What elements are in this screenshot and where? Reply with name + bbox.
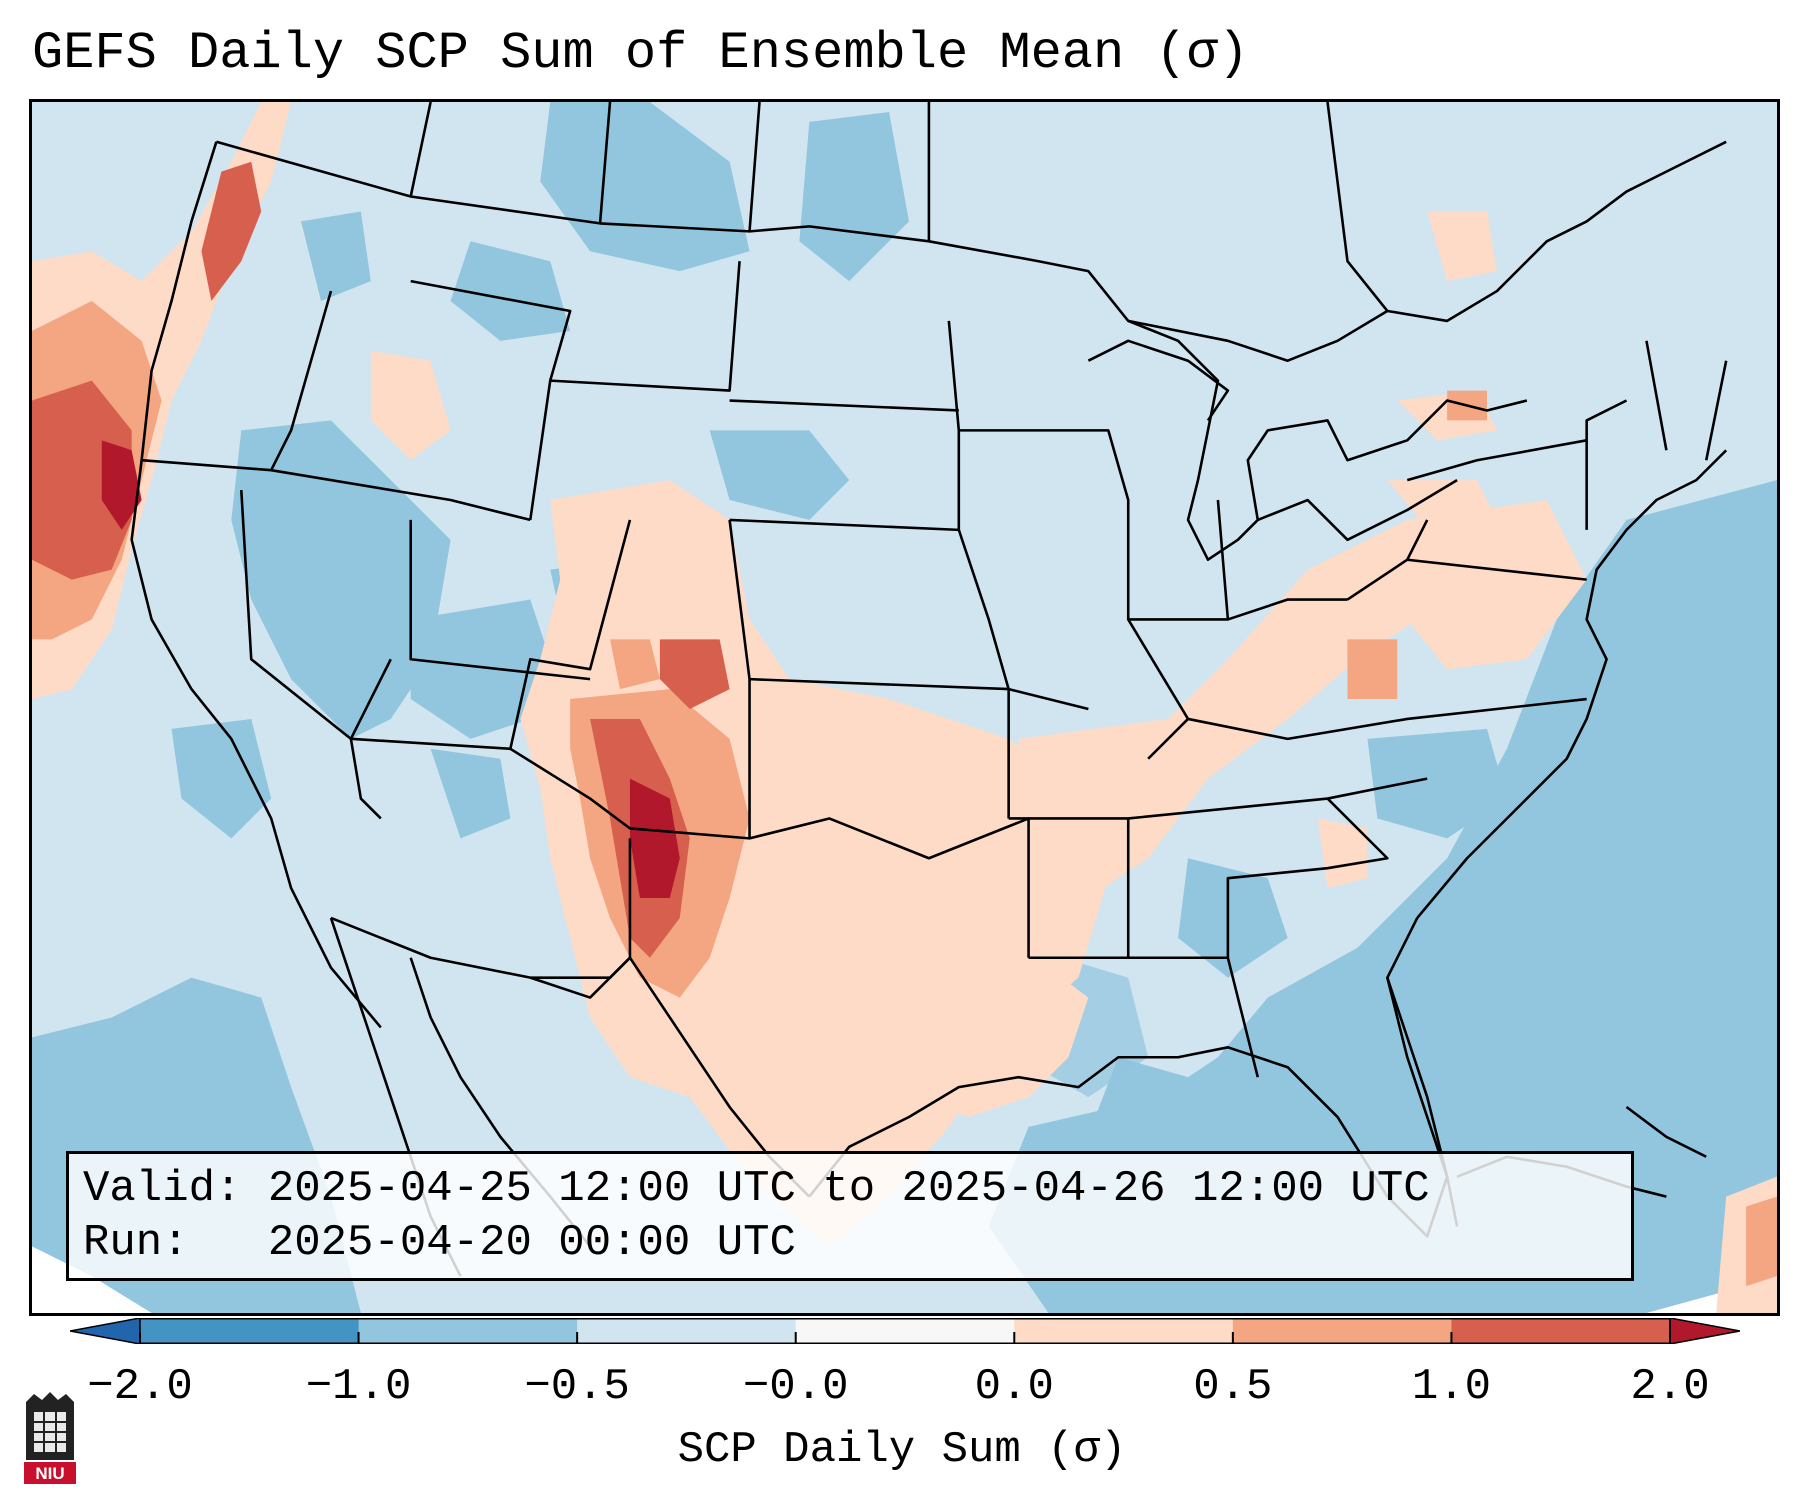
colorbar-bin — [577, 1318, 797, 1344]
colorbar-tick-label: −1.0 — [305, 1362, 412, 1412]
positive-anomaly-pacific-nw — [32, 102, 451, 700]
colorbar-tick-label: 1.0 — [1411, 1362, 1492, 1412]
colorbar-tick-label: −0.0 — [742, 1362, 849, 1412]
colorbar-tick-label: 0.5 — [1193, 1362, 1273, 1412]
scp-map — [32, 102, 1777, 1313]
colorbar-label: SCP Daily Sum (σ) — [677, 1425, 1127, 1475]
colorbar-bin — [795, 1318, 1015, 1344]
run-label: Run: — [83, 1218, 189, 1268]
svg-text:NIU: NIU — [35, 1464, 64, 1483]
colorbar-extend-low — [70, 1318, 141, 1344]
colorbar-bin — [358, 1318, 578, 1344]
map-panel — [29, 99, 1780, 1316]
colorbar-bin — [1232, 1318, 1452, 1344]
colorbar-bin — [140, 1318, 360, 1344]
run-value: 2025-04-20 00:00 UTC — [267, 1218, 796, 1268]
political-boundaries — [130, 102, 1728, 1277]
colorbar-frame — [139, 1318, 1671, 1344]
moderate-anomaly-spots — [1347, 390, 1777, 1287]
page-title: GEFS Daily SCP Sum of Ensemble Mean (σ) — [32, 24, 1249, 83]
colorbar-tick-label: 0.0 — [974, 1362, 1054, 1412]
land-negative-shading — [171, 102, 1507, 978]
valid-value: 2025-04-25 12:00 UTC to 2025-04-26 12:00… — [267, 1164, 1430, 1214]
colorbar-tick-label: −0.5 — [524, 1362, 630, 1412]
colorbar — [70, 1318, 1740, 1344]
run-info-box: Valid: 2025-04-25 12:00 UTC to 2025-04-2… — [66, 1151, 1634, 1281]
colorbar-tick-label: 2.0 — [1630, 1362, 1710, 1412]
colorbar-bin — [1451, 1318, 1671, 1344]
valid-label: Valid: — [83, 1164, 242, 1214]
colorbar-bin — [1014, 1318, 1234, 1344]
colorbar-extend-high — [1669, 1318, 1740, 1344]
niu-logo: NIU — [24, 1392, 76, 1484]
colorbar-tick-label: −2.0 — [87, 1362, 193, 1412]
